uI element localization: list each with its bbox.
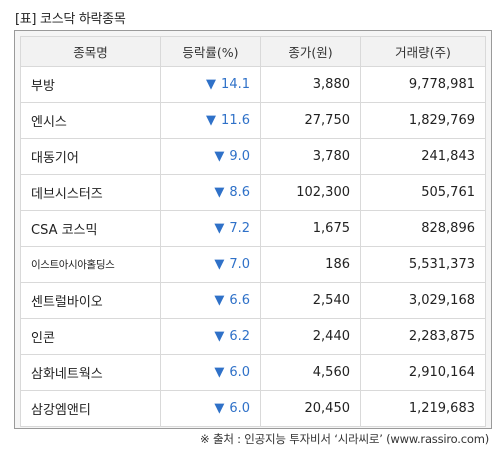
down-arrow-icon: ▼	[214, 149, 225, 164]
table-row: 부방 ▼ 14.1 3,880 9,778,981	[20, 66, 486, 103]
source-footnote: ※ 출처 : 인공지능 투자비서 ‘시라씨로’ (www.rassiro.com…	[200, 432, 489, 446]
table-row: 삼화네트웍스 ▼ 6.0 4,560 2,910,164	[20, 354, 486, 391]
change-rate: ▼ 6.0	[160, 390, 261, 427]
trade-volume: 1,829,769	[360, 102, 486, 139]
header-price: 종가(원)	[260, 36, 361, 67]
down-arrow-icon: ▼	[214, 293, 225, 308]
change-rate: ▼ 6.0	[160, 354, 261, 391]
table-row: 대동기어 ▼ 9.0 3,780 241,843	[20, 138, 486, 175]
down-arrow-icon: ▼	[206, 113, 217, 128]
table-row: 센트럴바이오 ▼ 6.6 2,540 3,029,168	[20, 282, 486, 319]
closing-price: 186	[260, 246, 361, 283]
stock-name: 이스트아시아홀딩스	[20, 246, 161, 283]
change-rate: ▼ 14.1	[160, 66, 261, 103]
trade-volume: 5,531,373	[360, 246, 486, 283]
closing-price: 2,540	[260, 282, 361, 319]
rate-value: 14.1	[221, 77, 250, 92]
trade-volume: 241,843	[360, 138, 486, 175]
header-rate: 등락률(%)	[160, 36, 261, 67]
trade-volume: 2,910,164	[360, 354, 486, 391]
change-rate: ▼ 7.0	[160, 246, 261, 283]
down-arrow-icon: ▼	[214, 185, 225, 200]
stock-name: 인콘	[20, 318, 161, 355]
table-header-row: 종목명 등락률(%) 종가(원) 거래량(주)	[20, 36, 486, 67]
header-name: 종목명	[20, 36, 161, 67]
rate-value: 9.0	[229, 149, 250, 164]
closing-price: 4,560	[260, 354, 361, 391]
down-arrow-icon: ▼	[214, 221, 225, 236]
stock-name: 대동기어	[20, 138, 161, 175]
closing-price: 1,675	[260, 210, 361, 247]
trade-volume: 505,761	[360, 174, 486, 211]
change-rate: ▼ 11.6	[160, 102, 261, 139]
down-arrow-icon: ▼	[214, 329, 225, 344]
trade-volume: 828,896	[360, 210, 486, 247]
table-row: CSA 코스믹 ▼ 7.2 1,675 828,896	[20, 210, 486, 247]
closing-price: 20,450	[260, 390, 361, 427]
rate-value: 7.2	[229, 221, 250, 236]
stock-name: CSA 코스믹	[20, 210, 161, 247]
down-arrow-icon: ▼	[214, 401, 225, 416]
down-arrow-icon: ▼	[214, 257, 225, 272]
stock-name: 센트럴바이오	[20, 282, 161, 319]
rate-value: 11.6	[221, 113, 250, 128]
stock-name: 삼강엠앤티	[20, 390, 161, 427]
closing-price: 2,440	[260, 318, 361, 355]
stock-name: 데브시스터즈	[20, 174, 161, 211]
closing-price: 3,780	[260, 138, 361, 175]
table-row: 이스트아시아홀딩스 ▼ 7.0 186 5,531,373	[20, 246, 486, 283]
change-rate: ▼ 8.6	[160, 174, 261, 211]
table-frame: 종목명 등락률(%) 종가(원) 거래량(주) 부방 ▼ 14.1 3,880 9…	[14, 30, 492, 429]
stock-name: 부방	[20, 66, 161, 103]
rate-value: 6.2	[229, 329, 250, 344]
rate-value: 8.6	[229, 185, 250, 200]
change-rate: ▼ 6.2	[160, 318, 261, 355]
table-row: 삼강엠앤티 ▼ 6.0 20,450 1,219,683	[20, 390, 486, 427]
rate-value: 6.0	[229, 401, 250, 416]
table-row: 데브시스터즈 ▼ 8.6 102,300 505,761	[20, 174, 486, 211]
closing-price: 3,880	[260, 66, 361, 103]
closing-price: 27,750	[260, 102, 361, 139]
trade-volume: 1,219,683	[360, 390, 486, 427]
trade-volume: 3,029,168	[360, 282, 486, 319]
stock-name: 삼화네트웍스	[20, 354, 161, 391]
rate-value: 7.0	[229, 257, 250, 272]
trade-volume: 2,283,875	[360, 318, 486, 355]
header-volume: 거래량(주)	[360, 36, 486, 67]
change-rate: ▼ 7.2	[160, 210, 261, 247]
down-arrow-icon: ▼	[214, 365, 225, 380]
trade-volume: 9,778,981	[360, 66, 486, 103]
change-rate: ▼ 9.0	[160, 138, 261, 175]
table-title: [표] 코스닥 하락종목	[15, 12, 126, 27]
table-row: 인콘 ▼ 6.2 2,440 2,283,875	[20, 318, 486, 355]
down-arrow-icon: ▼	[206, 77, 217, 92]
table-row: 엔시스 ▼ 11.6 27,750 1,829,769	[20, 102, 486, 139]
rate-value: 6.6	[229, 293, 250, 308]
stock-name: 엔시스	[20, 102, 161, 139]
rate-value: 6.0	[229, 365, 250, 380]
stock-table: 종목명 등락률(%) 종가(원) 거래량(주) 부방 ▼ 14.1 3,880 9…	[20, 36, 486, 427]
closing-price: 102,300	[260, 174, 361, 211]
change-rate: ▼ 6.6	[160, 282, 261, 319]
